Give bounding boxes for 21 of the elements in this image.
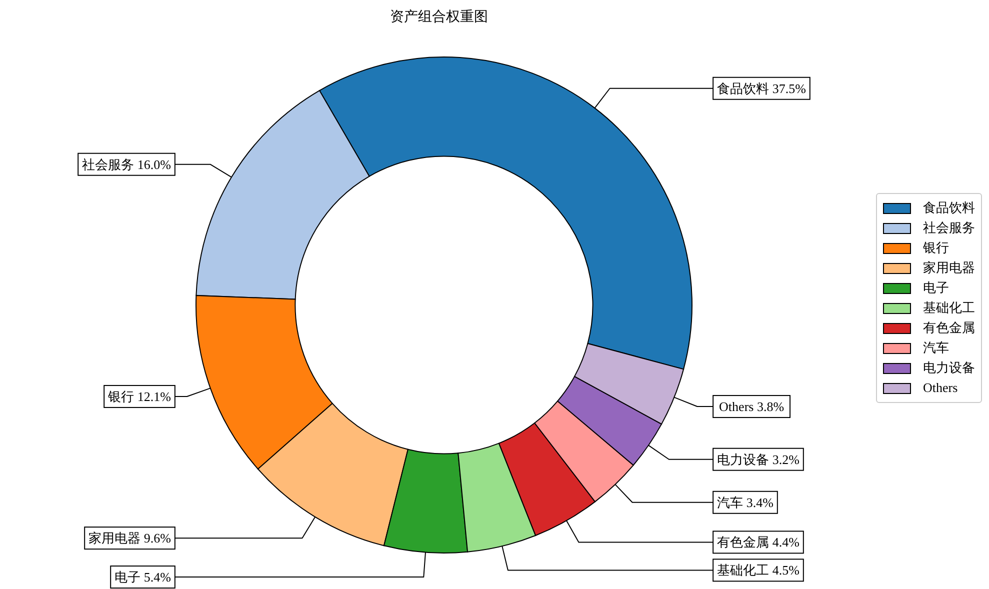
data-label: 社会服务 16.0% [82, 156, 172, 172]
legend-label: Others [923, 379, 958, 397]
data-label: 汽车 3.4% [717, 494, 774, 510]
legend-label: 基础化工 [923, 299, 975, 317]
data-label: 有色金属 4.4% [717, 534, 800, 550]
data-label: 银行 12.1% [107, 388, 172, 404]
legend-label: 汽车 [923, 339, 949, 357]
data-label: 基础化工 4.5% [717, 562, 800, 578]
data-label: Others 3.8% [719, 399, 784, 414]
legend-label: 社会服务 [923, 219, 975, 237]
chart-title: 资产组合权重图 [389, 8, 489, 26]
legend-label: 电力设备 [923, 359, 975, 377]
legend-label: 电子 [923, 279, 949, 297]
data-label: 电子 5.4% [114, 570, 172, 585]
legend-label: 食品饮料 [923, 199, 975, 217]
legend-label: 家用电器 [923, 259, 975, 277]
legend-label: 银行 [923, 239, 949, 257]
data-label: 电力设备 3.2% [717, 452, 800, 467]
data-label: 家用电器 9.6% [88, 530, 172, 546]
legend-label: 有色金属 [923, 319, 975, 337]
data-label: 食品饮料 37.5% [717, 80, 806, 96]
